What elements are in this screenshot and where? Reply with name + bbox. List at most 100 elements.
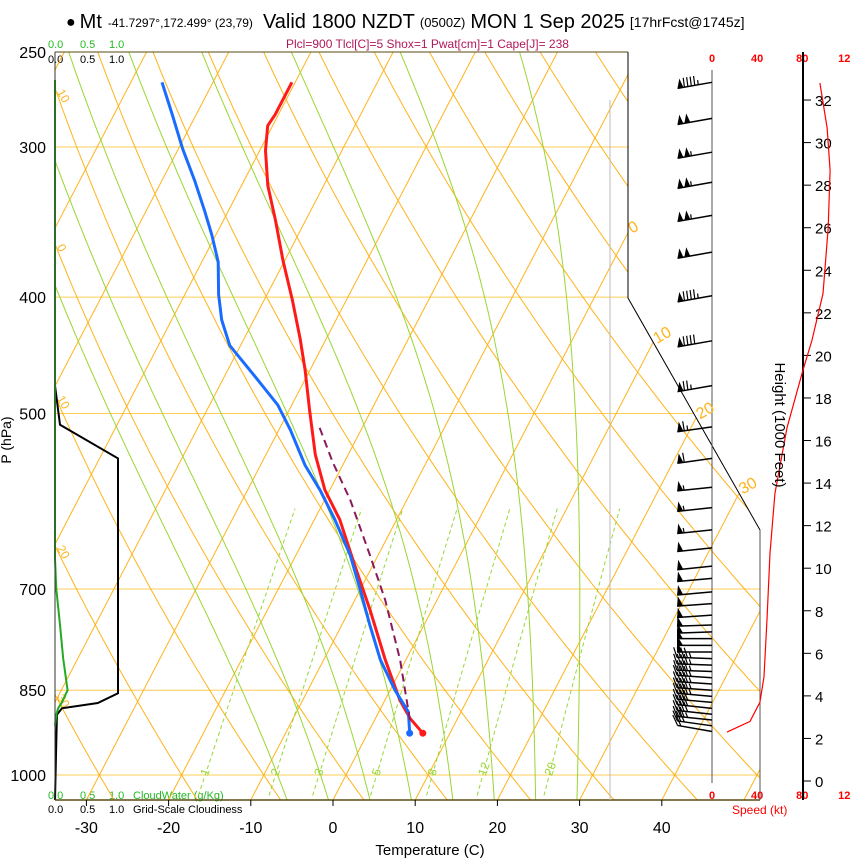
- utc-time: (0500Z): [420, 15, 466, 30]
- wind-barb-full: [676, 671, 682, 683]
- mixing-ratio-label: 1: [197, 766, 213, 777]
- wind-barb-full: [692, 75, 696, 86]
- temperature-tick-label: -20: [157, 820, 180, 837]
- axes: 1 2 3 5 8 12 2001020302503004005007008501000-3…: [10, 45, 760, 837]
- header: ● Mt -41.7297°,172.499° (23,79) Valid 18…: [66, 11, 745, 33]
- mixing-ratio-line: [476, 508, 558, 796]
- wind-barb: [672, 682, 713, 698]
- height-tick-label: 2: [815, 731, 823, 748]
- wind-barb: [672, 705, 713, 721]
- moist-adiabat-line: [55, 52, 290, 800]
- wind-barb-flag: [677, 596, 684, 607]
- wind-barb-full: [672, 710, 678, 722]
- height-tick-label: 16: [815, 434, 832, 451]
- wind-barb-full: [672, 664, 678, 676]
- wind-barb-full: [682, 291, 686, 301]
- height-tick-label: 12: [815, 519, 832, 536]
- wind-barb-flag: [677, 114, 684, 125]
- wind-barb-shaft: [677, 506, 713, 513]
- wind-barb-shaft: [677, 709, 713, 715]
- wind-barb-full: [676, 689, 682, 700]
- dewpoint-surface-point: [406, 729, 414, 737]
- wind-barb-full: [683, 695, 689, 706]
- station-bullet-icon: ●: [66, 14, 76, 31]
- cloud-scale-top: 0.0 0.5 1.0 0.0 0.5 1.0: [48, 39, 124, 66]
- speed-tick-label: 0: [709, 53, 715, 65]
- pressure-tick-label: 1000: [10, 768, 46, 785]
- mixing-ratio-label: 5: [369, 766, 385, 777]
- wind-barb-flag: [677, 541, 684, 552]
- wind-barb-flag: [684, 147, 691, 158]
- wind-barb: [673, 659, 713, 673]
- wind-barb-full: [672, 714, 679, 726]
- wind-barb-full: [682, 77, 686, 88]
- wind-barb: [673, 653, 713, 666]
- isotherm-label: 10: [651, 324, 675, 348]
- wind-barb: [677, 559, 713, 571]
- moist-adiabat-line: [128, 52, 413, 800]
- wind-barb-half: [682, 505, 685, 511]
- wind-barb-full: [683, 678, 689, 689]
- wind-barb: [672, 710, 713, 727]
- mixing-ratio-line: [370, 508, 458, 796]
- speed-tick-label: 40: [751, 790, 763, 802]
- wind-barb-shaft: [677, 715, 713, 721]
- wind-barb-flag: [677, 337, 684, 347]
- wind-barb-full: [672, 700, 678, 711]
- dry-adiabat-label: 0: [54, 241, 70, 254]
- wind-barb-half: [685, 712, 689, 718]
- isotherm-line: [55, 52, 159, 800]
- wind-barb-half: [688, 665, 692, 671]
- mixing-ratio-label: 12: [475, 760, 493, 778]
- cloud-scale-bottom: 0.0 0.5 1.0 CloudWater (g/Kg) 0.0 0.5 1.…: [48, 790, 243, 816]
- pressure-tick-label: 850: [19, 683, 46, 700]
- wind-barb-shaft: [677, 577, 713, 583]
- wind-barb-full: [676, 683, 682, 694]
- dry-adiabat-line: [308, 52, 760, 800]
- wind-barb-flag: [684, 177, 691, 188]
- dry-adiabat-label: 20: [54, 543, 73, 562]
- mixing-ratio-line: [543, 508, 621, 796]
- cloudwater-tick: 1.0: [109, 790, 124, 802]
- wind-barb-full: [689, 289, 692, 300]
- cloudwater-line: [54, 385, 69, 726]
- height-tick-label: 28: [815, 178, 832, 195]
- cloudiness-tick: 1.0: [109, 54, 124, 66]
- wind-barb-full: [673, 659, 678, 671]
- mixing-ratio-label: 2: [268, 766, 284, 777]
- wind-barb-full: [679, 677, 685, 689]
- wind-barb-shaft: [677, 698, 713, 704]
- moist-adiabat-line: [399, 52, 537, 800]
- plot-right-boundary: [627, 52, 761, 800]
- wind-barb-flag: [677, 635, 683, 646]
- wind-barb-half: [686, 425, 689, 431]
- wind-barb-full: [676, 706, 682, 717]
- wind-barb-flag: [677, 453, 684, 464]
- wind-barb-full: [679, 706, 685, 718]
- wind-barb-full: [679, 694, 685, 706]
- pressure-tick-label: 300: [19, 140, 46, 157]
- pressure-tick-label: 700: [19, 582, 46, 599]
- cloudwater-label: CloudWater (g/Kg): [133, 790, 224, 802]
- temperature-tick-label: 10: [406, 820, 424, 837]
- wind-barb-full: [679, 665, 685, 677]
- wind-barb-shaft: [677, 680, 713, 685]
- wind-barb-half: [697, 293, 699, 299]
- wind-barb-full: [683, 683, 689, 695]
- mixing-ratio-line: [268, 508, 363, 796]
- wind-barb: [672, 694, 713, 710]
- speed-axis-title: Speed (kt): [732, 803, 787, 817]
- pressure-tick-label: 500: [19, 406, 46, 423]
- wind-barb: [677, 113, 713, 126]
- x-axis-title: Temperature (C): [375, 842, 484, 859]
- dry-adiabat-line: [472, 52, 760, 800]
- wind-barb-shaft: [677, 151, 713, 160]
- wind-barb-full: [676, 665, 682, 676]
- wind-barb-shaft: [676, 656, 713, 660]
- wind-barb-full: [672, 677, 678, 688]
- wind-barb-full: [680, 653, 685, 665]
- wind-barb-flag: [677, 501, 684, 512]
- height-tick-label: 18: [815, 391, 832, 408]
- wind-barb: [672, 664, 713, 679]
- wind-barb-flag: [677, 585, 684, 595]
